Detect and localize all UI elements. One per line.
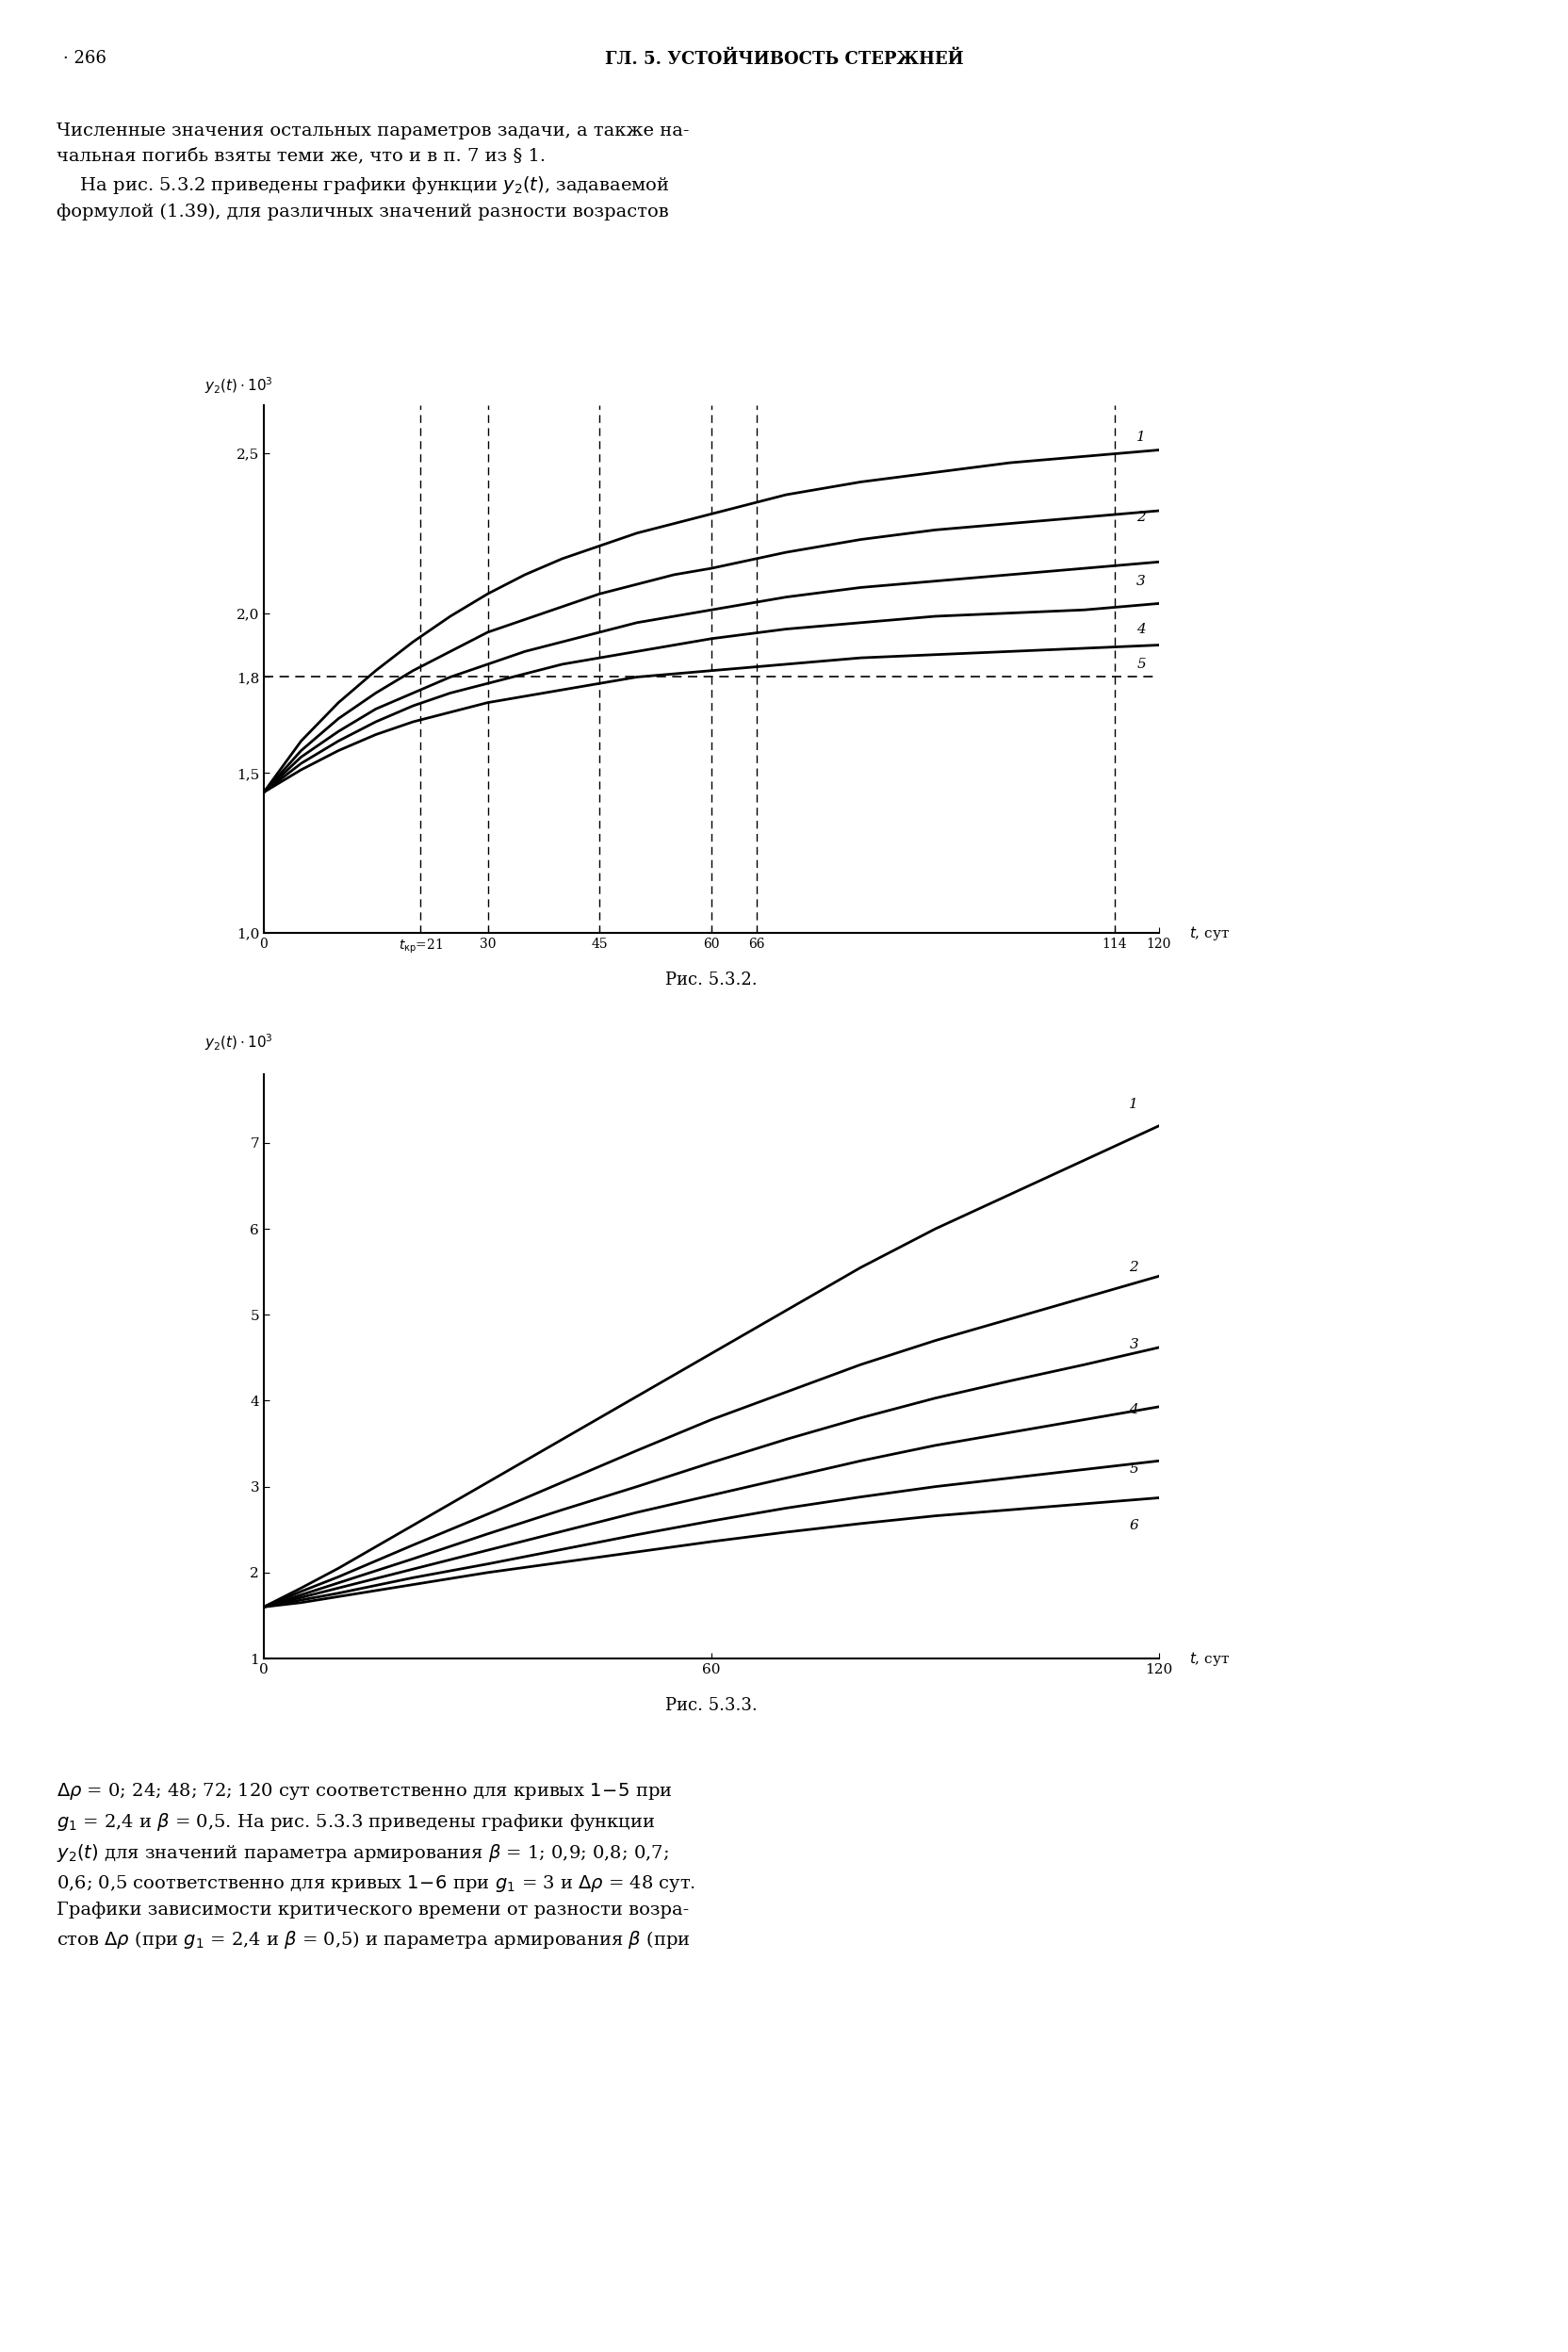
Text: 1: 1 <box>1137 430 1146 445</box>
Text: 1: 1 <box>1129 1098 1138 1110</box>
Text: $\Delta\rho$ = 0; 24; 48; 72; 120 сут соответственно для кривых $1\!-\!5$ при
$g: $\Delta\rho$ = 0; 24; 48; 72; 120 сут со… <box>56 1780 696 1950</box>
Text: Рис. 5.3.3.: Рис. 5.3.3. <box>665 1698 757 1715</box>
Text: 2: 2 <box>1137 510 1146 524</box>
Text: 3: 3 <box>1137 574 1146 588</box>
Text: · 266: · 266 <box>63 49 107 66</box>
Text: ГЛ. 5. УСТОЙЧИВОСТЬ СТЕРЖНЕЙ: ГЛ. 5. УСТОЙЧИВОСТЬ СТЕРЖНЕЙ <box>605 49 963 68</box>
Text: $y_2(t)\cdot10^3$: $y_2(t)\cdot10^3$ <box>204 376 273 395</box>
Text: 3: 3 <box>1129 1338 1138 1352</box>
Text: 4: 4 <box>1129 1402 1138 1416</box>
Text: 2: 2 <box>1129 1261 1138 1275</box>
Text: 4: 4 <box>1137 623 1146 635</box>
Text: Рис. 5.3.2.: Рис. 5.3.2. <box>665 971 757 988</box>
Text: $t$, сут: $t$, сут <box>1189 924 1229 941</box>
Text: $y_2(t)\cdot10^3$: $y_2(t)\cdot10^3$ <box>204 1033 273 1054</box>
Text: 5: 5 <box>1137 659 1146 670</box>
Text: 6: 6 <box>1129 1519 1138 1531</box>
Text: 5: 5 <box>1129 1463 1138 1477</box>
Text: $t$, сут: $t$, сут <box>1189 1649 1229 1668</box>
Text: Численные значения остальных параметров задачи, а также на-
чальная погибь взяты: Численные значения остальных параметров … <box>56 122 690 221</box>
